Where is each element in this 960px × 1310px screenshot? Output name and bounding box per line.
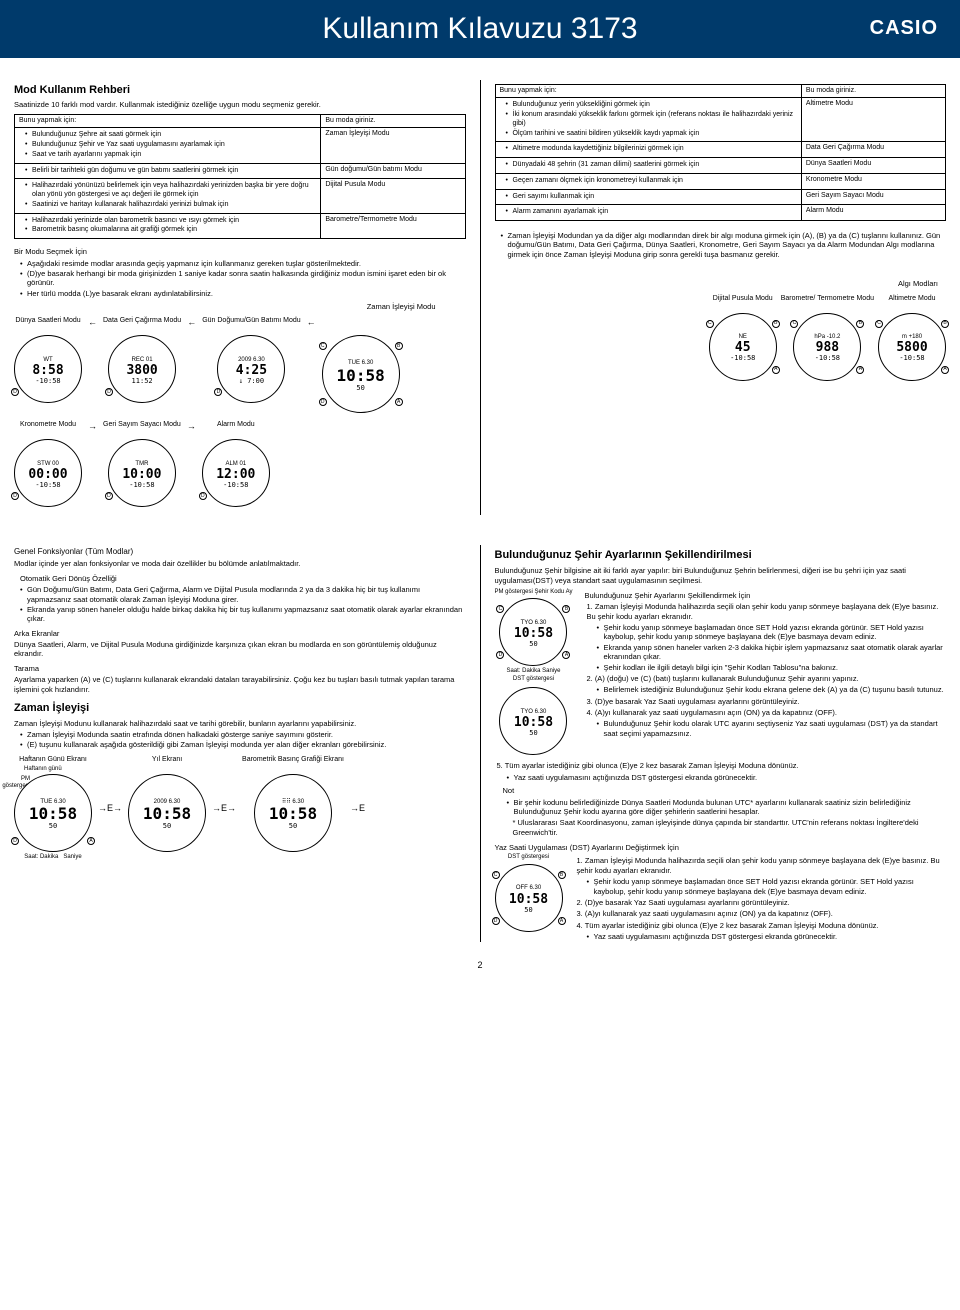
watch-world-time: WT8:58-10:58D <box>14 335 82 403</box>
left-column-2: Genel Fonksiyonlar (Tüm Modlar) Modlar i… <box>0 545 480 942</box>
watch-stopwatch: STW 0000:00-10:58D <box>14 439 82 507</box>
sel-2: (D)ye basarak herhangi bir moda girişini… <box>20 269 466 288</box>
watch-alarm: ALM 0112:00-10:58D <box>202 439 270 507</box>
watch-city-2: TYO 6.3010:5850 <box>499 687 567 755</box>
sel-1: Aşağıdaki resimde modlar arasında geçiş … <box>20 259 466 268</box>
scan-p: Ayarlama yaparken (A) ve (C) tuşlarını k… <box>14 675 466 694</box>
right-column: Bunu yapmak için:Bu moda giriniz. Bulund… <box>481 80 960 516</box>
watch-countdown: TMR10:00-10:58D <box>108 439 176 507</box>
brand-logo: CASIO <box>870 16 938 41</box>
cell: Belirli bir tarihteki gün doğumu ve gün … <box>15 163 321 179</box>
dst-h: Yaz Saati Uygulaması (DST) Ayarlarını De… <box>495 843 947 852</box>
scan-h: Tarama <box>14 664 466 673</box>
watch-timekeeping: TUE 6.3010:5850CBDA <box>322 335 400 413</box>
city-settings-h: Bulunduğunuz Şehir Ayarlarının Şekillend… <box>495 549 947 563</box>
watch-dow-screen: TUE 6.3010:5850DA <box>14 774 92 852</box>
watch-compass: NE45-10:58CBA <box>709 313 777 381</box>
watch-alti: m +1805800-10:58CBA <box>878 313 946 381</box>
gen-func-p: Modlar içinde yer alan fonksiyonlar ve m… <box>14 559 466 568</box>
watch-city-1: TYO 6.3010:5850CBDA <box>499 598 567 666</box>
intro-text: Saatinizde 10 farklı mod vardır. Kullanm… <box>14 100 466 109</box>
timekeeping-screens: Haftanın Günü Ekranı PM göstergesi Hafta… <box>14 756 466 862</box>
zim-label: Zaman İşleyişi Modu <box>14 302 436 311</box>
doc-title: Kullanım Kılavuzu 3173 <box>322 10 637 48</box>
watch-dst: OFF 6.3010:5850CBDA <box>495 864 563 932</box>
select-mode-heading: Bir Modu Seçmek İçin <box>14 247 466 256</box>
ogd2: Ekranda yanıp sönen haneler olduğu halde… <box>20 605 466 624</box>
zi-b1: Zaman İşleyişi Modunda saatin etrafında … <box>20 730 466 739</box>
header-bar: Kullanım Kılavuzu 3173 CASIO <box>0 0 960 58</box>
page-number: 2 <box>0 960 960 971</box>
cell: Bulunduğunuz Şehre ait saati görmek için… <box>15 128 321 163</box>
watch-baro: hPa -10.2988-10:58CBA <box>793 313 861 381</box>
back-screen-p: Dünya Saatleri, Alarm, ve Dijital Pusula… <box>14 640 466 659</box>
timekeeping-h: Zaman İşleyişi <box>14 702 466 716</box>
th-mode: Bu moda giriniz. <box>321 114 465 128</box>
sel-3: Her türlü modda (L)ye basarak ekranı ayd… <box>20 289 466 298</box>
city-settings-p: Bulunduğunuz Şehir bilgisine ait iki far… <box>495 566 947 585</box>
note-h: Not <box>503 786 947 795</box>
left-column: Mod Kullanım Rehberi Saatinizde 10 farkl… <box>0 80 480 516</box>
auto-return-h: Otomatik Geri Dönüş Özelliği <box>20 574 466 583</box>
algi-row: Dijital Pusula ModuNE45-10:58CBA Baromet… <box>495 295 947 383</box>
watch-data-recall: REC 01380011:52D <box>108 335 176 403</box>
zi-b2: (E) tuşunu kullanarak aşağıda gösterildi… <box>20 740 466 749</box>
ogd1: Gün Doğumu/Gün Batımı, Data Geri Çağırma… <box>20 585 466 604</box>
mode-watch-row-1: Dünya Saatleri ModuWT8:58-10:58D ← Data … <box>14 317 466 415</box>
back-screen-h: Arka Ekranlar <box>14 629 466 638</box>
gen-func-h: Genel Fonksiyonlar (Tüm Modlar) <box>14 547 466 557</box>
mode-table-right: Bunu yapmak için:Bu moda giriniz. Bulund… <box>495 84 947 222</box>
watch-year-screen: 2009 6.3010:5850 <box>128 774 206 852</box>
cell: Halihazırdaki yerinizde olan barometrik … <box>15 213 321 239</box>
cell: Halihazırdaki yönünüzü belirlemek için v… <box>15 179 321 213</box>
right-note: Zaman İşleyişi Modundan ya da diğer algı… <box>501 231 947 259</box>
zi-p1: Zaman İşleyişi Modunu kullanarak halihaz… <box>14 719 466 728</box>
mode-table-left: Bunu yapmak için:Bu moda giriniz. Bulund… <box>14 114 466 240</box>
algi-label: Algı Modları <box>495 279 939 288</box>
watch-baro-graph-screen: ⠿⠿ 6.3010:5850 <box>254 774 332 852</box>
right-column-2: Bulunduğunuz Şehir Ayarlarının Şekillend… <box>481 545 960 942</box>
mode-watch-row-2: Kronometre ModuSTW 0000:00-10:58D → Geri… <box>14 421 466 509</box>
bsi-h: Bulunduğunuz Şehir Ayarlarını Şekillendi… <box>584 591 946 600</box>
watch-sunrise: 2009 6.304:25↓ 7:00D <box>217 335 285 403</box>
th-do: Bunu yapmak için: <box>15 114 321 128</box>
mode-guide-heading: Mod Kullanım Rehberi <box>14 84 466 98</box>
